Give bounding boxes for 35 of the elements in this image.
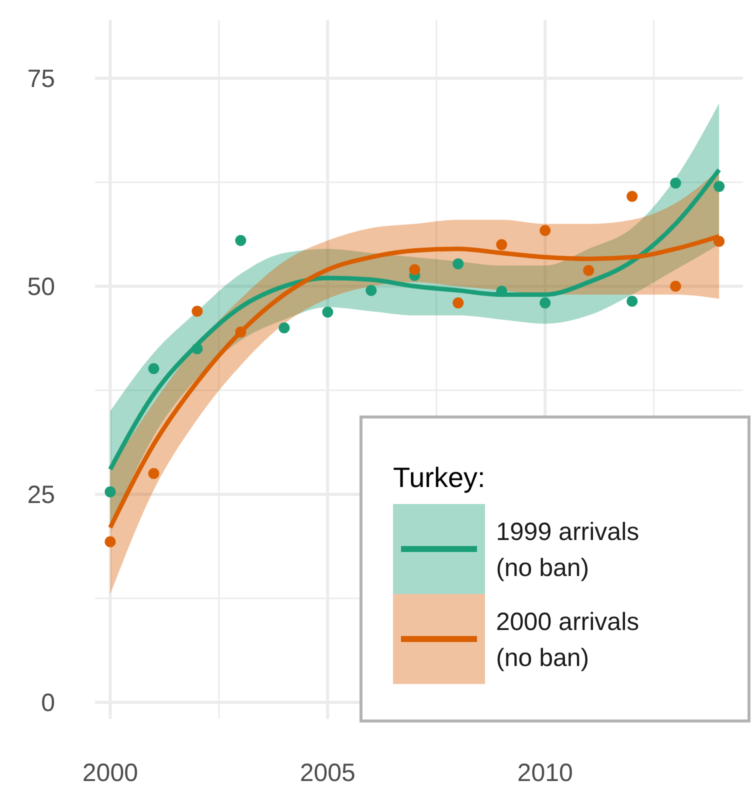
point xyxy=(278,322,290,334)
point xyxy=(714,236,725,247)
point xyxy=(452,258,464,270)
point xyxy=(322,306,334,318)
legend-title: Turkey: xyxy=(393,462,486,493)
point xyxy=(540,225,551,236)
point xyxy=(104,486,116,498)
y-tick-label: 25 xyxy=(27,481,55,510)
y-tick-label: 75 xyxy=(27,65,55,93)
legend-label: 2000 arrivals (no ban) xyxy=(496,608,640,672)
point xyxy=(192,343,203,354)
point xyxy=(626,190,638,202)
point xyxy=(714,180,725,192)
point xyxy=(452,297,464,308)
x-tick-label: 2000 xyxy=(82,759,138,787)
point xyxy=(496,286,508,297)
point xyxy=(104,536,116,548)
point xyxy=(235,326,246,338)
point xyxy=(540,297,551,308)
point xyxy=(670,280,682,292)
x-tick-label: 2010 xyxy=(517,759,573,787)
point xyxy=(148,468,160,480)
point xyxy=(496,239,508,250)
point xyxy=(148,363,160,374)
x-tick-label: 2005 xyxy=(300,759,356,787)
point xyxy=(670,178,682,189)
point xyxy=(235,235,246,246)
y-tick-label: 0 xyxy=(41,689,55,718)
legend-label: 1999 arrivals (no ban) xyxy=(496,518,640,582)
point xyxy=(626,296,638,307)
point xyxy=(583,264,594,276)
y-tick-label: 50 xyxy=(27,273,55,302)
point xyxy=(192,306,203,317)
point xyxy=(366,284,377,296)
point xyxy=(409,264,420,276)
